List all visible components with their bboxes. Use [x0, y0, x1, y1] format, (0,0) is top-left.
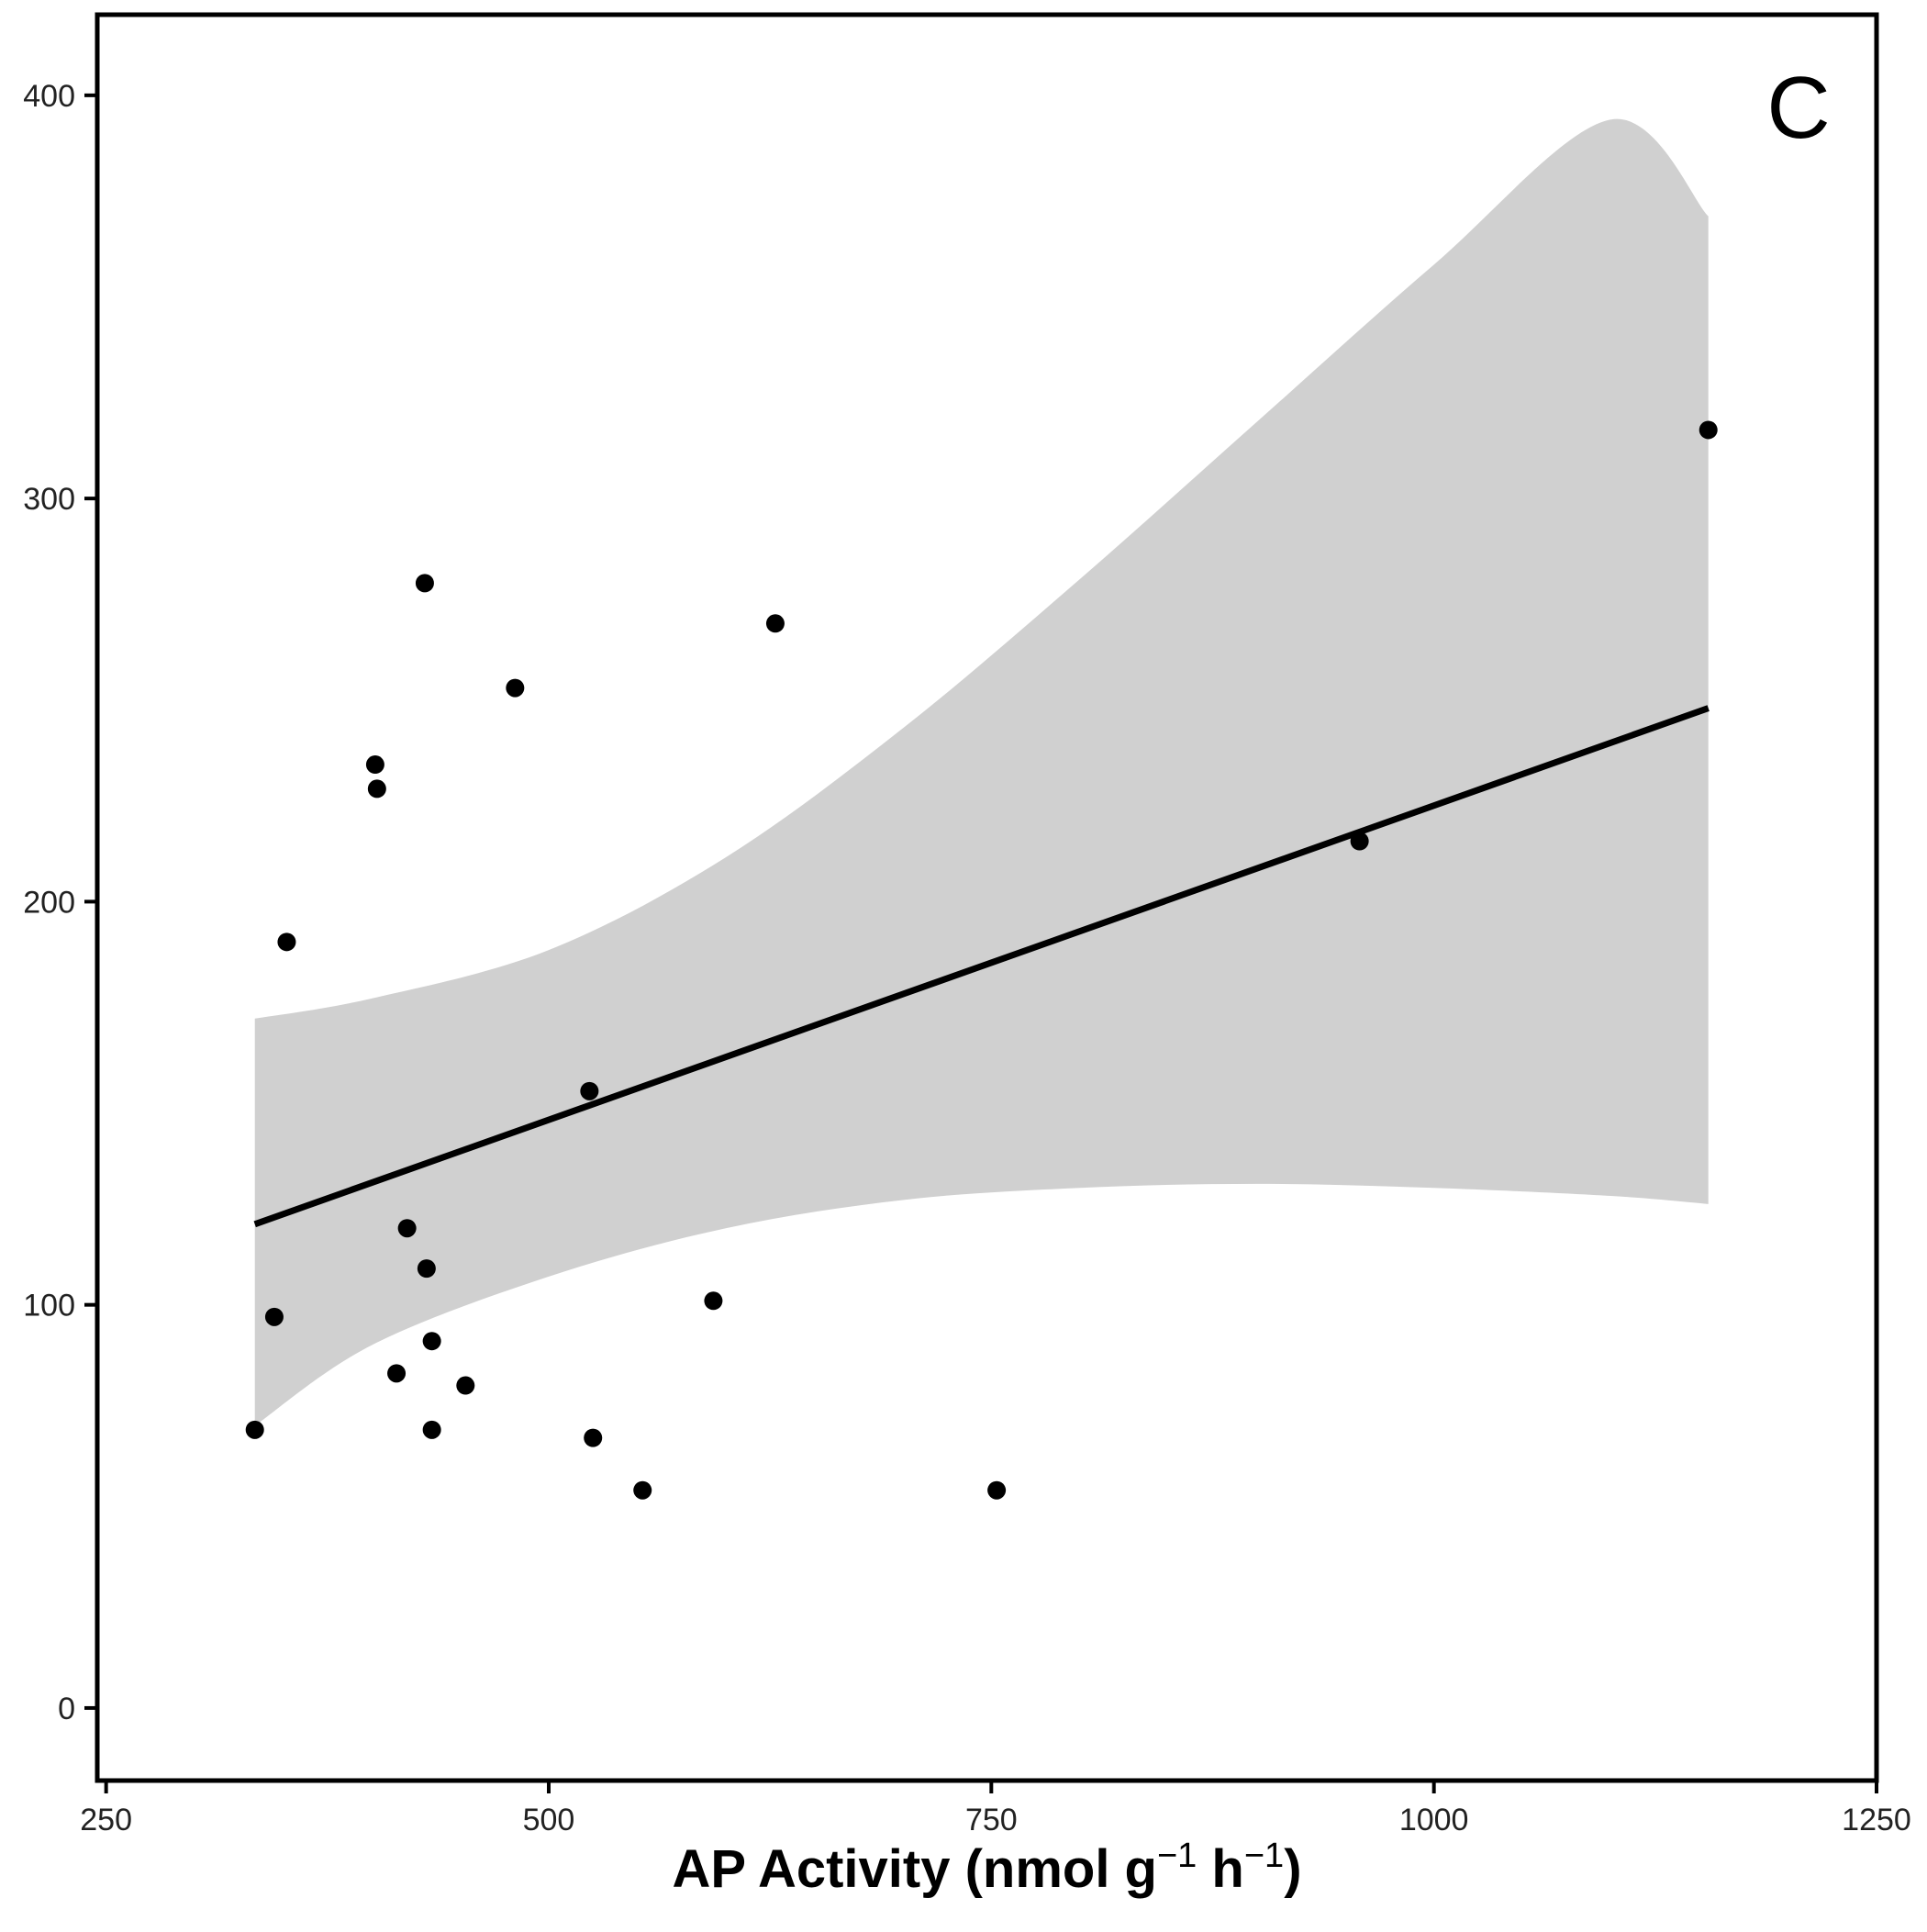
confidence-band-layer: [254, 118, 1709, 1426]
panel-label: C: [1766, 59, 1830, 157]
x-axis-title-sup2: −1: [1244, 1837, 1284, 1875]
y-tick-label: 200: [23, 885, 75, 920]
x-tick-label: 1250: [1842, 1803, 1911, 1837]
data-point: [1350, 832, 1369, 851]
x-tick-label: 750: [965, 1803, 1018, 1837]
x-axis-title: AP Activity (nmol g−1 h−1): [672, 1837, 1301, 1899]
data-point: [417, 1259, 436, 1279]
data-point: [415, 574, 434, 593]
x-axis-title-mid: h: [1197, 1839, 1244, 1899]
x-axis-title-end: ): [1284, 1839, 1301, 1899]
data-point: [245, 1420, 264, 1439]
y-tick-label: 100: [23, 1289, 75, 1323]
data-point: [277, 932, 296, 952]
data-point: [397, 1219, 417, 1238]
fit-line-layer: [253, 705, 1710, 1228]
axes-layer: 250 500 750 1000 1250 0 100 200 300 400: [23, 79, 1911, 1837]
data-point: [456, 1376, 475, 1395]
data-points-layer: [245, 420, 1718, 1500]
data-point: [580, 1081, 599, 1100]
data-point: [704, 1291, 723, 1311]
x-axis-title-sup1: −1: [1157, 1837, 1197, 1875]
data-point: [264, 1307, 284, 1326]
data-point: [584, 1428, 603, 1447]
x-tick-label: 250: [80, 1803, 132, 1837]
data-point: [365, 755, 384, 775]
data-point: [506, 678, 525, 698]
data-point: [987, 1480, 1007, 1500]
plot-frame: [95, 12, 1879, 1783]
y-tick-label: 400: [23, 79, 75, 114]
x-axis-title-main: AP Activity (nmol g: [672, 1839, 1157, 1899]
confidence-band: [254, 118, 1709, 1426]
regression-line: [253, 705, 1710, 1228]
data-point: [387, 1364, 407, 1383]
data-point: [765, 614, 785, 633]
y-tick-label: 300: [23, 482, 75, 517]
data-point: [367, 779, 386, 798]
y-tick-label: 0: [58, 1692, 75, 1726]
data-point: [633, 1480, 652, 1500]
x-tick-label: 1000: [1399, 1803, 1469, 1837]
data-point: [1699, 420, 1718, 440]
x-tick-label: 500: [523, 1803, 575, 1837]
data-point: [422, 1332, 441, 1351]
data-point: [422, 1420, 441, 1439]
